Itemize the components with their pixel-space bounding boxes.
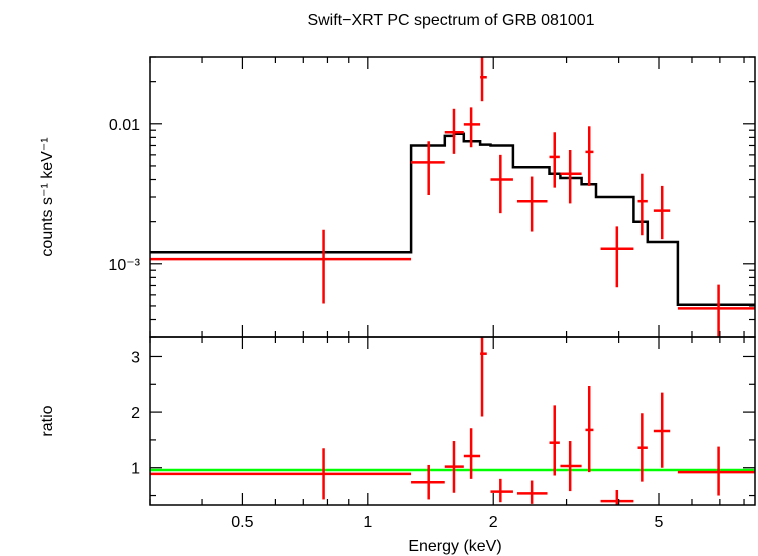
spectrum-data-point-4 (463, 107, 481, 148)
ratio-data-point-11 (600, 489, 634, 505)
spectrum-data-point-11 (600, 226, 634, 288)
ratio-data-point-5 (480, 337, 487, 417)
x-tick-label: 5 (655, 514, 664, 531)
x-tick-label: 1 (363, 514, 372, 531)
model-step-line (150, 132, 755, 306)
ratio-data-point-9 (560, 441, 582, 492)
ratio-data-point-13 (653, 392, 671, 468)
spectrum-data-point-5 (480, 57, 487, 102)
ratio-y-axis-label: ratio (39, 405, 56, 436)
spectrum-data-point-13 (653, 185, 671, 240)
ratio-data-point-3 (444, 441, 464, 493)
ratio-data-point-4 (463, 428, 481, 479)
ratio-data-point-6 (490, 478, 513, 503)
spectrum-y-tick-label: 0.01 (109, 117, 140, 134)
ratio-data-point-12 (637, 413, 648, 482)
spectrum-data-point-6 (490, 154, 513, 214)
ratio-y-tick-label: 1 (131, 461, 140, 478)
spectrum-data-point-1 (150, 229, 412, 304)
spectrum-data-point-8 (549, 132, 560, 188)
ratio-data-point-1 (150, 448, 412, 500)
spectrum-data-point-12 (637, 173, 648, 236)
ratio-y-tick-label: 3 (131, 349, 140, 366)
spectrum-y-axis-label: counts s⁻¹ keV⁻¹ (39, 137, 56, 256)
ratio-data-point-2 (411, 464, 445, 500)
ratio-y-tick-label: 2 (131, 405, 140, 422)
spectrum-data-point-3 (444, 108, 464, 154)
ratio-data-point-7 (516, 480, 548, 504)
spectrum-y-tick-label: 10⁻³ (108, 257, 140, 274)
axes-layer: 0.5 1 2 5 10⁻³ 0.01 1 2 3 (108, 56, 755, 531)
spectrum-data-point-14 (677, 284, 755, 337)
x-tick-label: 2 (489, 514, 498, 531)
ratio-data-layer (150, 337, 755, 505)
spectrum-data-point-10 (585, 126, 594, 186)
spectrum-panel-frame (149, 56, 756, 338)
ratio-data-point-14 (677, 446, 755, 496)
ratio-data-point-8 (549, 405, 560, 476)
ratio-data-point-10 (585, 385, 594, 473)
chart-title: Swift−XRT PC spectrum of GRB 081001 (307, 12, 594, 29)
spectrum-data-point-9 (560, 149, 582, 204)
x-axis-label: Energy (keV) (408, 538, 501, 555)
spectrum-data-layer (150, 57, 755, 337)
x-tick-label: 0.5 (231, 514, 253, 531)
ratio-panel-frame (149, 336, 756, 506)
spectrum-data-point-7 (516, 176, 548, 232)
spectrum-data-point-2 (411, 141, 445, 196)
